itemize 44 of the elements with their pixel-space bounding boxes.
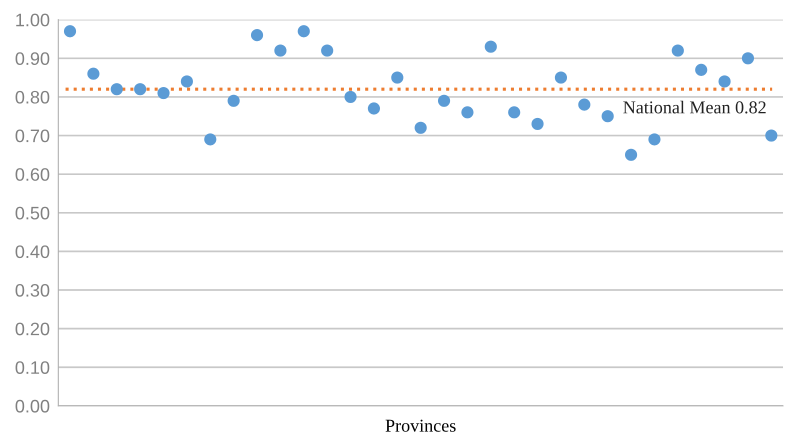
point <box>250 29 264 42</box>
point <box>368 102 380 115</box>
y-tick-label: 0.60 <box>16 168 50 181</box>
y-tick-label: 0.50 <box>16 206 50 220</box>
y-tick-label: 0.20 <box>16 322 50 336</box>
point <box>461 106 474 118</box>
point <box>648 133 661 146</box>
x-axis-title: Provinces <box>386 420 456 432</box>
point <box>64 25 76 38</box>
point <box>274 44 286 57</box>
y-tick-label: 0.40 <box>16 245 50 258</box>
y-tick-label: 0.80 <box>16 90 50 104</box>
point <box>204 133 216 146</box>
point <box>134 83 146 96</box>
point <box>742 52 754 64</box>
point <box>718 75 731 88</box>
point <box>695 64 708 76</box>
y-tick-label: 1.00 <box>16 14 50 26</box>
point <box>531 118 544 130</box>
y-tick-label: 0.70 <box>16 129 50 142</box>
y-tick-label: 0.00 <box>16 400 50 413</box>
point <box>228 94 240 107</box>
ref-line-label: National Mean 0.82 <box>623 100 766 114</box>
y-tick-label: 0.10 <box>16 361 50 374</box>
point <box>765 129 778 142</box>
point <box>321 44 334 57</box>
point <box>508 106 520 118</box>
point <box>344 90 357 103</box>
point <box>602 110 614 122</box>
y-tick-label: 0.30 <box>16 284 50 297</box>
point <box>672 44 684 57</box>
point <box>157 86 170 100</box>
point <box>298 25 310 38</box>
point <box>554 72 568 84</box>
point <box>87 68 100 80</box>
point <box>624 148 638 161</box>
point <box>110 83 123 96</box>
point <box>391 72 404 84</box>
y-tick-label: 0.90 <box>16 52 50 66</box>
point <box>578 98 590 111</box>
point <box>180 75 193 88</box>
point <box>414 122 427 134</box>
point <box>438 94 450 107</box>
point <box>484 40 497 53</box>
